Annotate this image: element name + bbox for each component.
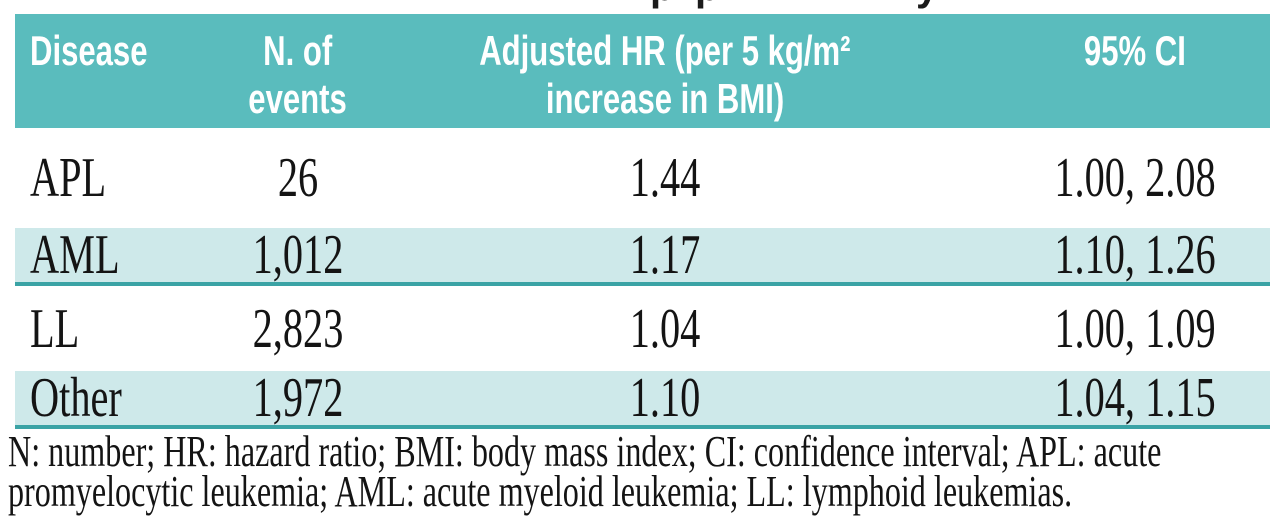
cell-hr: 1.17 (400, 223, 930, 287)
cell-text: 2,823 (252, 297, 343, 360)
table-bottom-rule (15, 425, 1270, 429)
cell-events: 2,823 (195, 297, 400, 361)
cell-events: 1,012 (195, 223, 400, 287)
header-label-events-line1: N. of (262, 27, 333, 74)
footnote-text: promyelocytic leukemia; AML: acute myelo… (8, 467, 1073, 516)
results-table: Disease N. of events Adjusted HR (per 5 … (15, 14, 1270, 429)
cell-hr: 1.10 (400, 366, 930, 430)
cell-text: 1.04 (629, 297, 701, 360)
cropped-title-descender: y (916, 0, 938, 7)
cell-disease: LL (15, 297, 195, 361)
footnote-text: N: number; HR: hazard ratio; BMI: body m… (8, 427, 1162, 476)
cell-hr: 1.44 (400, 146, 930, 210)
table-row-ll: LL 2,823 1.04 1.00, 1.09 (15, 286, 1270, 371)
cropped-title-descender: p (695, 0, 719, 7)
cell-hr: 1.04 (400, 297, 930, 361)
cell-ci: 1.00, 2.08 (930, 146, 1270, 210)
cell-text: 1,012 (252, 224, 343, 286)
table-header-row: Disease N. of events Adjusted HR (per 5 … (15, 14, 1270, 128)
cell-text: 1.10 (629, 367, 701, 429)
header-cell-events: N. of events (195, 14, 400, 128)
footnote-line: N: number; HR: hazard ratio; BMI: body m… (8, 427, 1280, 476)
cell-text: 1.44 (629, 147, 701, 209)
cropped-title-descender: p (650, 0, 674, 7)
cropped-title-strip: p p y (0, 0, 1280, 9)
cell-text: 1.00, 1.09 (1054, 297, 1216, 360)
cell-ci: 1.10, 1.26 (930, 223, 1270, 287)
header-label-disease: Disease (30, 27, 148, 74)
header-cell-hr: Adjusted HR (per 5 kg/m² increase in BMI… (400, 14, 930, 128)
cell-text: 1.17 (629, 224, 701, 286)
header-label-hr-line1: Adjusted HR (per 5 kg/m² (479, 27, 851, 74)
cell-text: 1.04, 1.15 (1054, 367, 1216, 429)
header-cell-disease: Disease (15, 14, 195, 128)
cell-text: LL (30, 297, 80, 360)
cell-ci: 1.00, 1.09 (930, 297, 1270, 361)
table-footnote: N: number; HR: hazard ratio; BMI: body m… (8, 427, 1280, 516)
cell-text: 1.10, 1.26 (1054, 224, 1216, 286)
cell-text: APL (30, 147, 107, 209)
header-label-ci: 95% CI (1084, 27, 1186, 74)
table-row-apl: APL 26 1.44 1.00, 2.08 (15, 128, 1270, 228)
cell-events: 26 (195, 146, 400, 210)
cell-disease: Other (15, 366, 195, 430)
table-row-aml: AML 1,012 1.17 1.10, 1.26 (15, 224, 1270, 286)
header-label-events-line2: events (248, 75, 347, 122)
cell-text: Other (30, 367, 122, 429)
cell-ci: 1.04, 1.15 (930, 366, 1270, 430)
cell-text: 26 (277, 147, 318, 209)
cell-text: 1.00, 2.08 (1054, 147, 1216, 209)
cell-disease: AML (15, 223, 195, 287)
cell-text: AML (30, 224, 120, 286)
cell-text: 1,972 (252, 367, 343, 429)
cell-events: 1,972 (195, 366, 400, 430)
header-label-hr-line2: increase in BMI) (545, 75, 785, 122)
row-separator-rule (15, 282, 1270, 286)
header-cell-ci: 95% CI (930, 14, 1270, 128)
footnote-line: promyelocytic leukemia; AML: acute myelo… (8, 467, 1280, 516)
cell-disease: APL (15, 146, 195, 210)
table-row-other: Other 1,972 1.10 1.04, 1.15 (15, 367, 1270, 429)
